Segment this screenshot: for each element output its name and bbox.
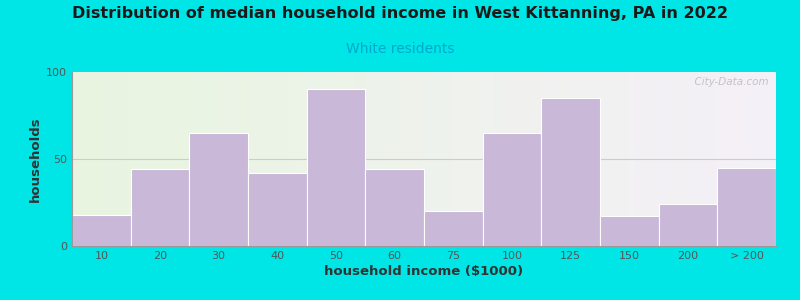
Bar xyxy=(542,98,600,246)
Bar xyxy=(424,211,482,246)
Text: City-Data.com: City-Data.com xyxy=(688,77,769,87)
Bar xyxy=(658,204,718,246)
X-axis label: household income ($1000): household income ($1000) xyxy=(325,265,523,278)
Bar xyxy=(190,133,248,246)
Bar xyxy=(130,169,190,246)
Text: Distribution of median household income in West Kittanning, PA in 2022: Distribution of median household income … xyxy=(72,6,728,21)
Bar xyxy=(718,168,776,246)
Y-axis label: households: households xyxy=(29,116,42,202)
Bar xyxy=(600,216,658,246)
Bar xyxy=(306,89,366,246)
Bar xyxy=(366,169,424,246)
Bar xyxy=(248,173,306,246)
Text: White residents: White residents xyxy=(346,42,454,56)
Bar xyxy=(482,133,542,246)
Bar xyxy=(72,215,130,246)
